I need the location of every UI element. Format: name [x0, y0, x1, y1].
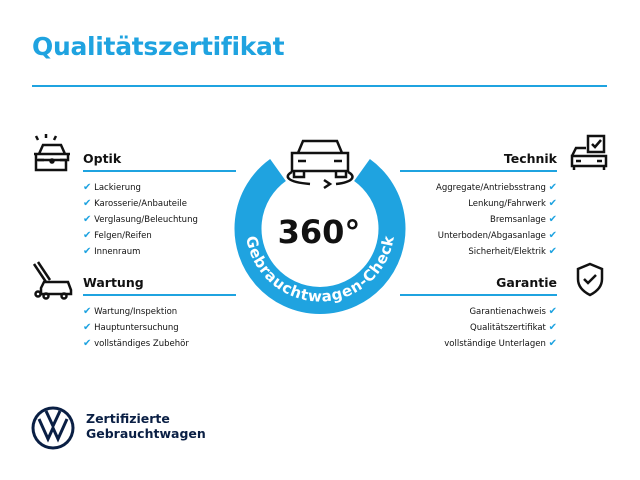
list-item: Sicherheit/Elektrik ✔: [468, 246, 557, 257]
checkmark-icon: ✔: [83, 182, 92, 193]
car-wash-icon: [32, 261, 73, 300]
page-title: Qualitätszertifikat: [32, 32, 285, 61]
wartung-heading: Wartung: [83, 275, 144, 290]
wartung-list: ✔ Wartung/Inspektion ✔ Hauptuntersuchung…: [83, 304, 189, 352]
checkmark-icon: ✔: [548, 322, 557, 333]
car-lights-icon: [34, 134, 70, 172]
technik-heading: Technik: [503, 151, 557, 166]
list-item: Aggregate/Antriebsstrang ✔: [436, 182, 557, 193]
list-item: ✔ Karosserie/Anbauteile: [83, 198, 187, 209]
list-item: ✔ Wartung/Inspektion: [83, 306, 178, 317]
list-item: ✔ Hauptuntersuchung: [83, 322, 179, 333]
list-item: ✔ Innenraum: [83, 246, 141, 257]
technik-list: Aggregate/Antriebsstrang ✔ Lenkung/Fahrw…: [436, 180, 557, 260]
list-item: ✔ vollständiges Zubehör: [83, 338, 189, 349]
badge-ring: [234, 159, 406, 314]
checkmark-icon: ✔: [83, 246, 92, 257]
garantie-heading: Garantie: [496, 275, 557, 290]
checkmark-icon: ✔: [548, 306, 557, 317]
list-item: Lenkung/Fahrwerk ✔: [468, 198, 557, 209]
list-item: vollständige Unterlagen ✔: [444, 338, 557, 349]
brand-text: Zertifizierte Gebrauchtwagen: [86, 411, 206, 441]
checkmark-icon: ✔: [548, 246, 557, 257]
list-item: ✔ Felgen/Reifen: [83, 230, 152, 241]
checkmark-icon: ✔: [548, 230, 557, 241]
checkmark-icon: ✔: [548, 338, 557, 349]
list-item: ✔ Lackierung: [83, 182, 141, 193]
optik-rule: [83, 170, 236, 172]
360-check-badge: Gebrauchtwagen-Check 360°: [234, 139, 406, 314]
list-item: Qualitätszertifikat ✔: [470, 322, 557, 333]
checkmark-icon: ✔: [83, 230, 92, 241]
title-divider: [32, 85, 607, 87]
brand-line-2: Gebrauchtwagen: [86, 426, 206, 441]
car-rotate-icon: [286, 139, 354, 190]
checkmark-icon: ✔: [83, 214, 92, 225]
vw-logo: [31, 406, 75, 450]
car-check-icon: [570, 134, 608, 170]
checkmark-icon: ✔: [83, 338, 92, 349]
checkmark-icon: ✔: [83, 306, 92, 317]
checkmark-icon: ✔: [83, 198, 92, 209]
brand-line-1: Zertifizierte: [86, 411, 170, 426]
shield-check-icon: [576, 262, 604, 297]
checkmark-icon: ✔: [548, 182, 557, 193]
360-label: 360°: [278, 213, 361, 251]
technik-rule: [400, 170, 557, 172]
list-item: Garantienachweis ✔: [469, 306, 557, 317]
checkmark-icon: ✔: [83, 322, 92, 333]
list-item: Bremsanlage ✔: [490, 214, 557, 225]
checkmark-icon: ✔: [548, 198, 557, 209]
wartung-rule: [83, 294, 236, 296]
list-item: ✔ Verglasung/Beleuchtung: [83, 214, 198, 225]
checkmark-icon: ✔: [548, 214, 557, 225]
list-item: Unterboden/Abgasanlage ✔: [437, 230, 557, 241]
garantie-rule: [400, 294, 557, 296]
garantie-list: Garantienachweis ✔ Qualitätszertifikat ✔…: [444, 304, 557, 352]
optik-list: ✔ Lackierung ✔ Karosserie/Anbauteile ✔ V…: [83, 180, 198, 260]
optik-heading: Optik: [83, 151, 122, 166]
